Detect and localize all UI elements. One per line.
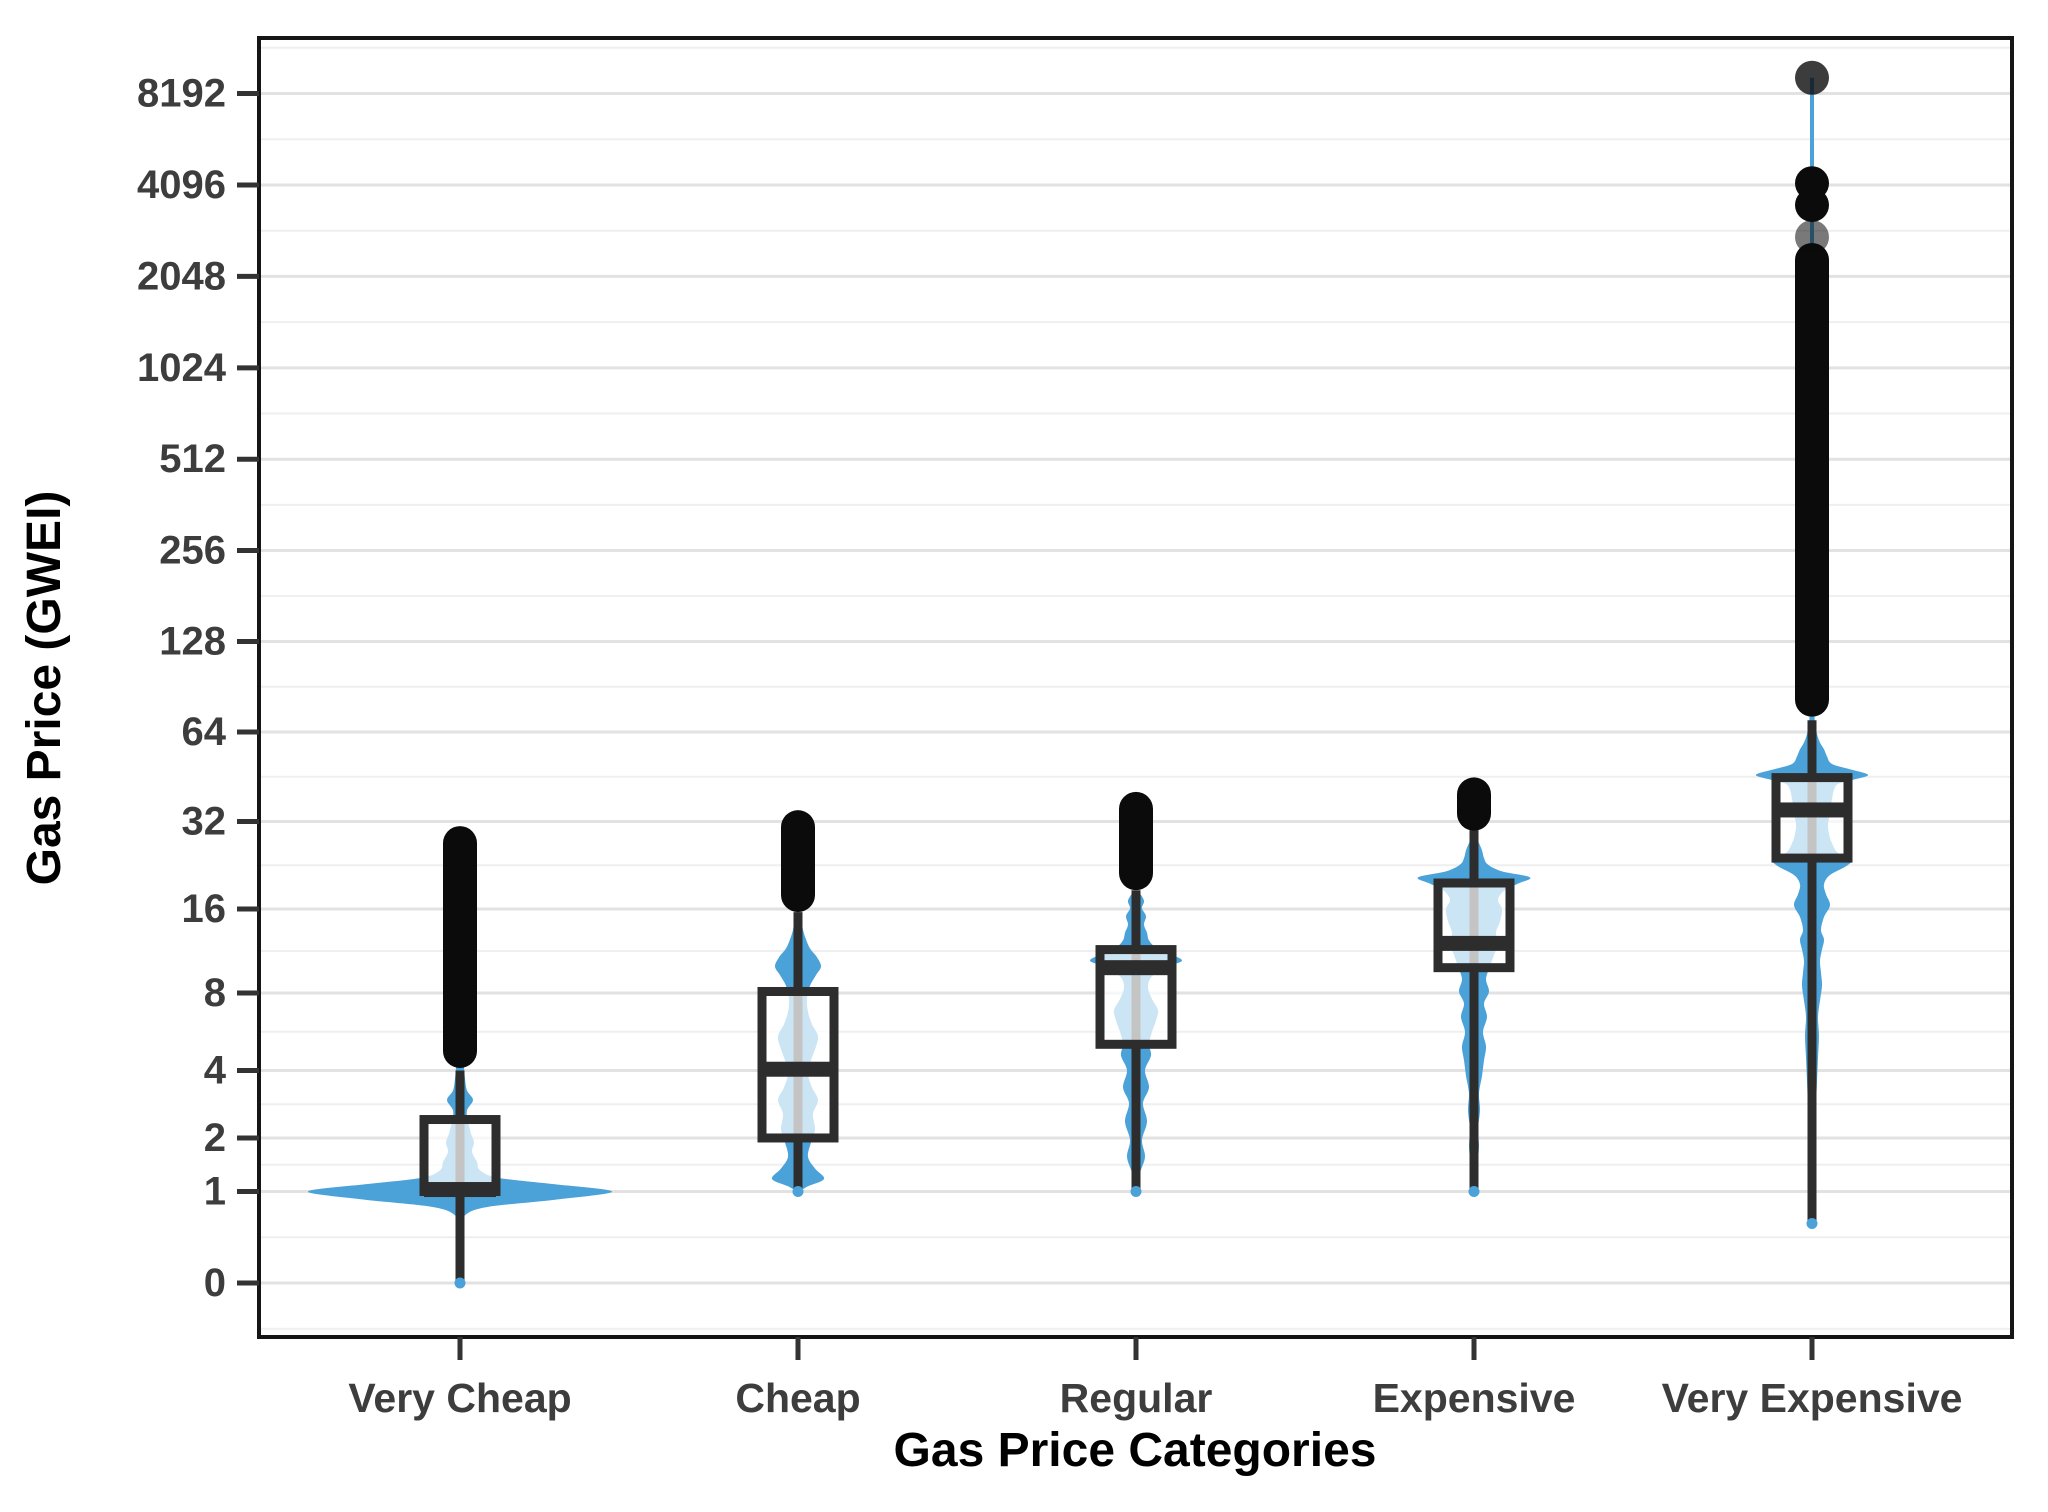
box-border (1433, 878, 1515, 973)
x-tick-label-regular: Regular (1060, 1375, 1213, 1421)
box-fill (1776, 777, 1848, 859)
y-tick-label: 8192 (137, 71, 226, 115)
category-expensive (1417, 777, 1531, 1197)
y-tick-label: 2048 (137, 254, 226, 298)
y-tick-label: 64 (182, 710, 227, 754)
y-tick-label: 1024 (137, 346, 227, 390)
x-tick-label-very-expensive: Very Expensive (1662, 1375, 1963, 1421)
box-border (1771, 773, 1853, 863)
whisker-low-tip (1806, 1217, 1818, 1229)
box-border (419, 1115, 501, 1197)
y-axis: 8192 4096 2048 1024 512 256 128 64 32 16 8 4 2 1 0 (137, 71, 259, 1305)
category-very-cheap (307, 826, 613, 1289)
x-axis: Very Cheap Cheap Regular Expensive Very Expe… (348, 1337, 1962, 1421)
whisker-low-tip (1130, 1186, 1142, 1197)
category-regular (1089, 791, 1183, 1197)
y-tick-label: 32 (182, 799, 227, 843)
box-border (757, 986, 839, 1143)
median-bar (1776, 802, 1848, 818)
y-tick-label: 8 (204, 971, 226, 1015)
y-tick-label: 2 (204, 1116, 226, 1160)
y-tick-label: 4 (204, 1049, 227, 1093)
y-tick-label: 4096 (137, 163, 226, 207)
y-tick-label: 128 (159, 619, 226, 663)
outlier-column (781, 810, 815, 913)
box-fill (1438, 883, 1510, 968)
outlier-dot (1795, 220, 1829, 255)
outlier-dot (1795, 60, 1829, 95)
outlier-column (1795, 242, 1829, 717)
x-tick-label-expensive: Expensive (1373, 1375, 1576, 1421)
y-tick-label: 16 (182, 887, 227, 931)
y-tick-label: 512 (159, 437, 226, 481)
x-axis-title: Gas Price Categories (894, 1424, 1377, 1477)
whisker-low-tip (1468, 1186, 1480, 1197)
outlier-column (1457, 777, 1491, 831)
y-tick-label: 256 (159, 528, 226, 572)
y-axis-title: Gas Price (GWEI) (18, 491, 71, 886)
median-bar (762, 1061, 834, 1077)
y-tick-label: 1 (204, 1170, 226, 1214)
median-bar (1438, 935, 1510, 951)
outlier-dot (1795, 166, 1829, 201)
category-very-expensive (1755, 60, 1869, 1229)
whisker-low-tip (792, 1186, 804, 1197)
category-cheap (757, 810, 839, 1197)
whisker-low-tip (454, 1277, 466, 1289)
y-tick-label: 0 (204, 1261, 226, 1305)
median-bar (1100, 960, 1172, 976)
box-fill (424, 1119, 496, 1192)
box-border (1095, 945, 1177, 1049)
outlier-column (1119, 791, 1153, 891)
x-tick-label-cheap: Cheap (735, 1375, 860, 1421)
outlier-column (443, 826, 477, 1068)
x-tick-label-very-cheap: Very Cheap (348, 1375, 571, 1421)
